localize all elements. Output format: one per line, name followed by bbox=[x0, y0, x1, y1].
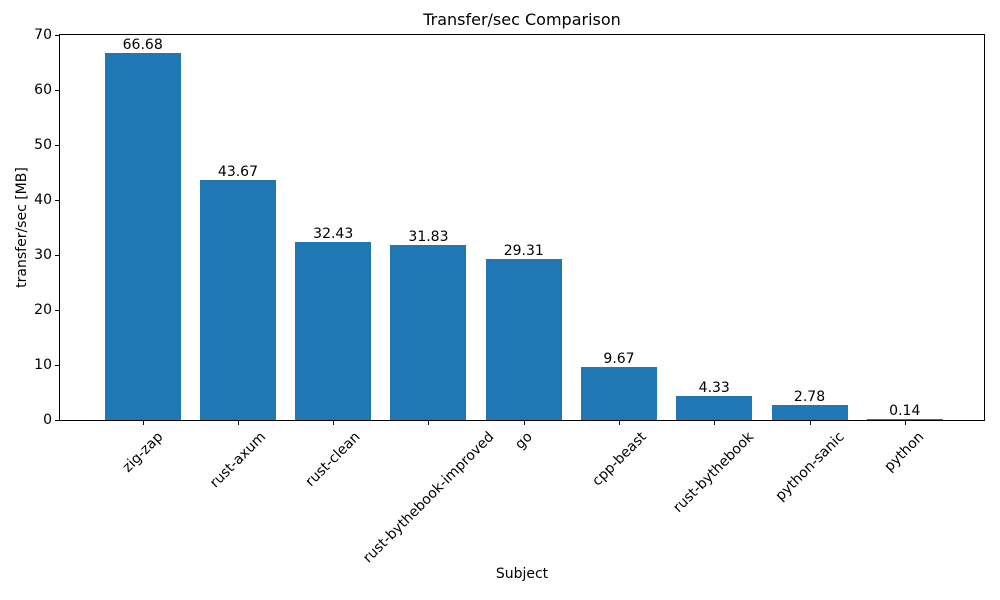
y-tick-mark bbox=[55, 200, 59, 201]
y-tick-mark bbox=[55, 420, 59, 421]
x-tick-mark bbox=[619, 421, 620, 425]
bar-value-label: 0.14 bbox=[889, 403, 921, 419]
bar-value-label: 66.68 bbox=[122, 37, 163, 53]
bar-value-label: 29.31 bbox=[503, 243, 544, 259]
bar-value-label: 2.78 bbox=[793, 389, 826, 405]
x-axis-label: Subject bbox=[495, 566, 549, 582]
bar-value-label: 4.33 bbox=[698, 380, 730, 396]
y-tick-label: 50 bbox=[34, 137, 52, 153]
bar-cpp-beast bbox=[581, 367, 657, 420]
y-tick-label: 10 bbox=[34, 357, 52, 373]
y-tick-label: 40 bbox=[34, 192, 52, 208]
y-tick-mark bbox=[55, 145, 59, 146]
x-tick-mark bbox=[333, 421, 335, 425]
bar-value-label: 32.43 bbox=[313, 226, 354, 242]
y-tick-mark bbox=[55, 365, 59, 366]
y-tick-mark bbox=[55, 255, 59, 256]
y-axis-label: transfer/sec [MB] bbox=[13, 167, 30, 288]
y-tick-mark bbox=[55, 35, 59, 36]
y-tick-label: 30 bbox=[34, 247, 52, 263]
bar-value-label: 9.67 bbox=[603, 351, 635, 367]
bar-value-label: 43.67 bbox=[217, 164, 258, 180]
x-tick-mark bbox=[714, 421, 716, 425]
y-tick-mark bbox=[55, 310, 59, 311]
y-tick-label: 60 bbox=[34, 82, 52, 98]
y-tick-label: 70 bbox=[34, 27, 52, 43]
bar-value-label: 31.83 bbox=[408, 229, 449, 245]
plot-area bbox=[59, 34, 985, 421]
bar-rust-bythebook-improved bbox=[390, 245, 467, 420]
x-tick-mark bbox=[142, 421, 144, 425]
chart-title: Transfer/sec Comparison bbox=[423, 10, 621, 29]
x-tick-mark bbox=[523, 421, 525, 425]
x-tick-label-rust-bythebook: rust-bythebook bbox=[670, 429, 758, 516]
x-tick-label-zig-zap: zig-zap bbox=[119, 429, 167, 476]
x-tick-label-go: go bbox=[512, 429, 536, 453]
x-tick-mark bbox=[904, 421, 906, 425]
x-tick-mark bbox=[428, 421, 430, 425]
y-tick-label: 20 bbox=[34, 302, 52, 318]
y-tick-label: 0 bbox=[43, 412, 52, 428]
x-tick-label-cpp-beast: cpp-beast bbox=[589, 429, 650, 490]
x-tick-label-rust-clean: rust-clean bbox=[302, 429, 364, 490]
x-tick-label-rust-bythebook-improved: rust-bythebook-improved bbox=[359, 429, 498, 567]
x-tick-mark bbox=[809, 421, 811, 425]
x-tick-label-python-sanic: python-sanic bbox=[772, 429, 848, 505]
x-tick-label-rust-axum: rust-axum bbox=[206, 429, 269, 492]
x-tick-label-python: python bbox=[881, 429, 928, 475]
bar-python bbox=[866, 419, 943, 420]
bar-go bbox=[485, 259, 562, 420]
bar-zig-zap bbox=[104, 53, 181, 420]
bar-rust-clean bbox=[295, 242, 372, 420]
x-tick-mark bbox=[237, 421, 239, 425]
bar-rust-bythebook bbox=[676, 396, 753, 420]
bar-rust-axum bbox=[199, 180, 276, 420]
bar-python-sanic bbox=[771, 405, 848, 420]
y-tick-mark bbox=[55, 90, 59, 91]
